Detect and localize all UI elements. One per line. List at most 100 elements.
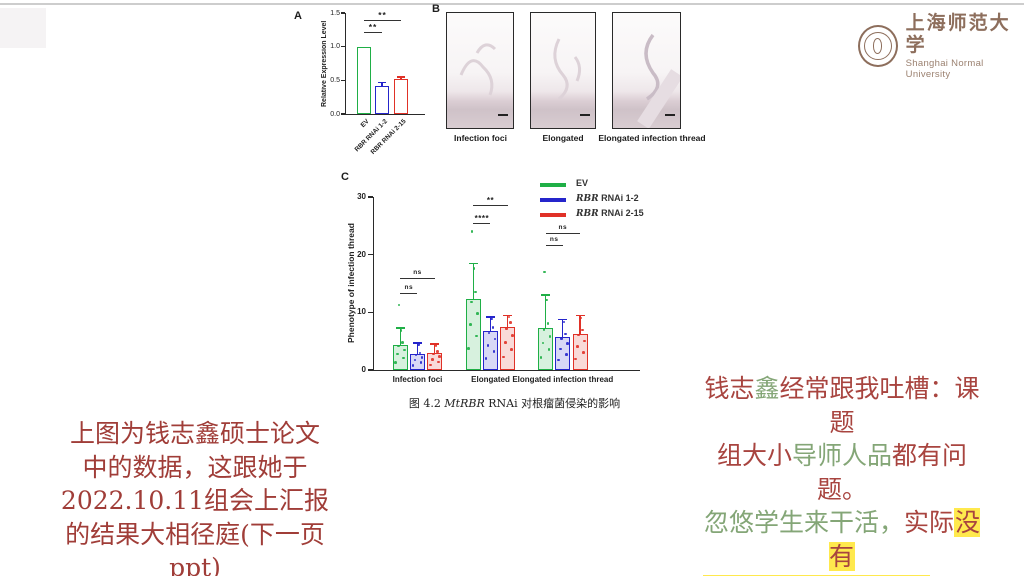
scatter-dot [469, 323, 472, 326]
scatter-dot [438, 355, 441, 358]
y-axis [345, 13, 347, 114]
commentary-segment: 组大小 [716, 441, 792, 470]
sig-line [400, 292, 418, 294]
x-tick-label: RBR RNAi 2-15 [370, 118, 408, 156]
scatter-dot [505, 327, 508, 330]
error-bar [507, 315, 509, 327]
tissue-texture [553, 38, 582, 101]
bar-RBR RNAi 1-2-Elongated infection thread [555, 337, 571, 370]
x-tick-label: EV [359, 118, 371, 130]
figure-panel-a: A 0.0 0.5 1.0 1.5 Relative Expression Level E… [288, 4, 440, 166]
sig-label: ns [549, 235, 559, 243]
scatter-dot [420, 356, 424, 359]
bar-RBR RNAi 1-2 [375, 86, 389, 114]
caption-prefix: 图 4.2 [408, 397, 445, 410]
error-bar [562, 319, 564, 338]
sig-line [473, 222, 491, 225]
scatter-dot [434, 344, 438, 347]
scatter-dot [574, 357, 577, 361]
y-tick [341, 46, 345, 48]
commentary-line: ppt) [169, 553, 221, 576]
logo-en-text: Shanghai Normal University [905, 57, 984, 80]
scatter-dot [411, 364, 415, 367]
sig-line [473, 205, 508, 207]
scale-bar [665, 114, 675, 116]
error-cap [486, 316, 495, 318]
sig-label: **** [474, 213, 490, 223]
tissue-texture [459, 43, 497, 96]
figure-panel-c: C 0 10 20 30 Phenotype of infection thread In… [340, 168, 676, 400]
error-bar [489, 316, 492, 332]
sig-label: ** [368, 21, 378, 32]
scatter-dot [566, 342, 569, 345]
scatter-dot [560, 337, 563, 340]
panel-c-label: C [341, 171, 349, 183]
y-tick-label: 0.5 [330, 76, 340, 84]
sig-line [545, 232, 581, 234]
scatter-dot [432, 352, 435, 356]
x-axis [345, 114, 425, 116]
bar-EV-Elongated [465, 299, 481, 370]
sig-line [364, 31, 382, 33]
commentary-segment: 钱志 [704, 374, 755, 403]
y-axis-title: Phenotype of infection thread [346, 223, 356, 344]
scatter-dot [576, 345, 579, 349]
error-bar [416, 342, 419, 355]
top-left-artifact [0, 8, 46, 48]
y-tick [341, 113, 345, 115]
scatter-dot [418, 351, 422, 355]
scatter-dot [565, 352, 568, 356]
scatter-dot [470, 230, 474, 233]
scatter-dot [541, 341, 545, 345]
scatter-dot [493, 337, 497, 341]
legend-label-text: RNAi 2-15 [598, 208, 644, 218]
scatter-dot [472, 267, 476, 270]
scatter-dot [510, 347, 513, 351]
legend-swatch [540, 213, 566, 217]
scatter-dot [394, 361, 397, 364]
commentary-line: 2022.10.11组会上汇报 [60, 486, 330, 515]
scatter-dot [507, 315, 511, 319]
scatter-dot [476, 311, 479, 315]
legend-label-text: EV [576, 178, 589, 188]
seal-core-glyph [873, 38, 883, 55]
y-tick-label: 0 [361, 365, 366, 374]
legend-swatch [540, 183, 566, 187]
scatter-dot [583, 339, 586, 343]
image-caption-infection-foci: Infection foci [454, 133, 507, 143]
scatter-dot [557, 358, 560, 362]
scatter-dot [490, 317, 493, 321]
y-tick [368, 311, 373, 314]
sig-line [400, 277, 435, 279]
scatter-dot [401, 341, 404, 345]
sig-label: ** [378, 9, 387, 20]
error-cap [468, 262, 478, 264]
scatter-dot [467, 347, 470, 350]
scatter-dot [402, 356, 405, 360]
scatter-dot [502, 355, 505, 359]
y-tick [341, 12, 345, 14]
bar-RBR RNAi 2-15-Elongated infection thread [572, 333, 588, 370]
y-tick [368, 196, 373, 198]
bar-RBR RNAi 2-15-Elongated [500, 326, 516, 370]
legend-swatch [540, 198, 566, 202]
error-bar [544, 295, 547, 328]
error-bar [381, 82, 383, 87]
scatter-dot [504, 341, 507, 344]
panel-b-label: B [432, 3, 440, 15]
commentary-line: 的结果大相径庭(下一页 [65, 519, 325, 549]
sig-label: ns [413, 268, 422, 276]
university-seal-icon [858, 25, 898, 68]
scatter-dot [564, 332, 567, 336]
top-border-line [0, 3, 1024, 5]
scatter-dot [579, 316, 583, 320]
scatter-dot [396, 352, 399, 356]
sig-label: ** [486, 196, 495, 206]
sig-label: ns [404, 283, 414, 291]
commentary-line: 组大小导师人品都有问题。 [696, 439, 988, 506]
error-cap [413, 342, 422, 344]
error-bar [472, 263, 474, 300]
tissue-texture [637, 33, 683, 129]
y-tick-label: 20 [357, 249, 366, 259]
sig-line [545, 244, 563, 246]
